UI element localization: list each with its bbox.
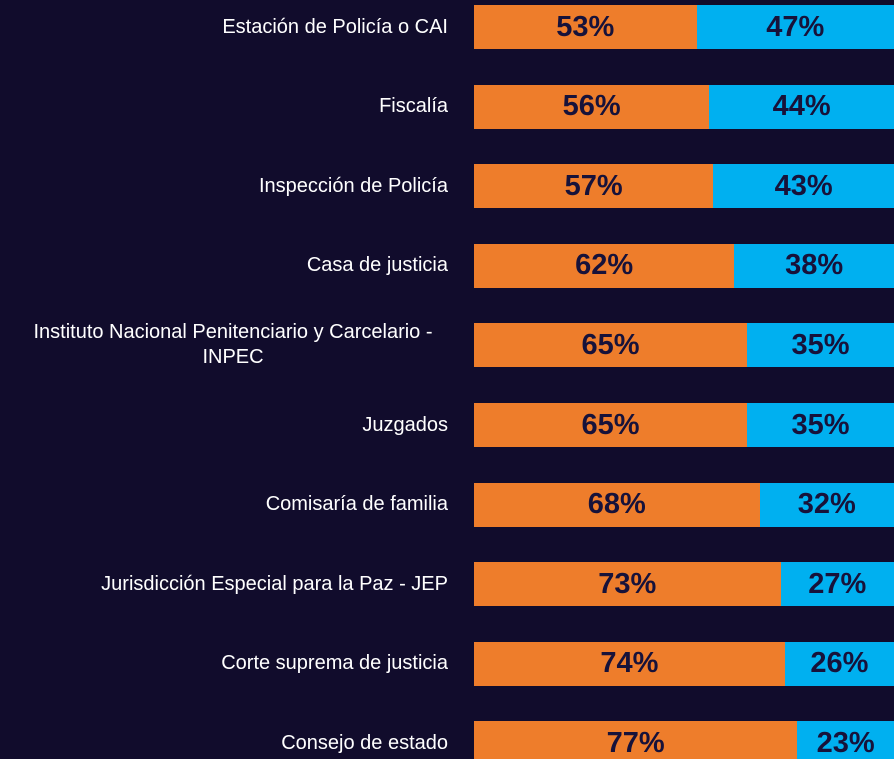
category-label: Consejo de estado <box>0 713 448 759</box>
bar-segment: 26% <box>784 641 894 686</box>
category-label-text: Fiscalía <box>379 95 448 118</box>
value-label: 57% <box>564 169 623 202</box>
category-label: Jurisdicción Especial para la Paz - JEP <box>0 554 448 614</box>
category-label: Comisaría de familia <box>0 475 448 535</box>
bar-segment: 53% <box>474 5 697 49</box>
category-label-text: Instituto Nacional Penitenciario y Carce… <box>33 321 433 369</box>
bar-segment: 77% <box>474 721 798 759</box>
category-label: Corte suprema de justicia <box>0 634 448 694</box>
bar-segment: 44% <box>709 84 894 129</box>
bar-segment: 74% <box>474 641 785 686</box>
bar-segment: 68% <box>474 482 760 527</box>
bar-segment: 73% <box>474 562 781 607</box>
bar-segment: 32% <box>759 482 894 527</box>
value-label: 53% <box>556 10 615 43</box>
category-label-text: Jurisdicción Especial para la Paz - JEP <box>101 572 448 595</box>
category-label: Inspección de Policía <box>0 156 448 216</box>
category-label-text: Juzgados <box>362 413 448 436</box>
value-label: 23% <box>816 726 875 759</box>
category-label-text: Consejo de estado <box>281 731 448 754</box>
value-label: 65% <box>581 328 640 361</box>
value-label: 62% <box>575 249 634 282</box>
value-label: 26% <box>810 647 869 680</box>
category-label: Fiscalía <box>0 77 448 137</box>
category-label-text: Inspección de Policía <box>258 174 448 197</box>
value-label: 74% <box>600 647 659 680</box>
value-label: 68% <box>587 488 646 521</box>
bar-segment: 38% <box>734 243 894 288</box>
category-label-text: Corte suprema de justicia <box>221 652 448 675</box>
category-label-text: Comisaría de familia <box>265 493 448 516</box>
value-label: 43% <box>774 169 833 202</box>
value-label: 38% <box>785 249 844 282</box>
bar-segment: 56% <box>474 84 710 129</box>
bar-segment: 35% <box>747 323 894 368</box>
value-label: 47% <box>766 10 825 43</box>
category-label: Instituto Nacional Penitenciario y Carce… <box>0 315 448 375</box>
value-label: 65% <box>581 408 640 441</box>
value-label: 73% <box>598 567 657 600</box>
bar-segment: 62% <box>474 243 735 288</box>
category-label: Casa de justicia <box>0 236 448 296</box>
bar-segment: 47% <box>696 5 894 49</box>
category-label: Estación de Policía o CAI <box>0 0 448 57</box>
bar-segment: 27% <box>780 562 894 607</box>
value-label: 77% <box>606 726 665 759</box>
bar-segment: 65% <box>474 323 747 368</box>
bar-segment: 57% <box>474 164 714 209</box>
value-label: 27% <box>808 567 867 600</box>
category-label-text: Estación de Policía o CAI <box>222 15 448 38</box>
value-label: 32% <box>797 488 856 521</box>
value-label: 35% <box>791 408 850 441</box>
category-label-text: Casa de justicia <box>306 254 448 277</box>
bar-segment: 43% <box>713 164 894 209</box>
bar-segment: 23% <box>797 721 894 759</box>
bar-segment: 35% <box>747 403 894 447</box>
value-label: 35% <box>791 328 850 361</box>
value-label: 44% <box>772 90 831 123</box>
bar-segment: 65% <box>474 403 747 447</box>
value-label: 56% <box>562 90 621 123</box>
category-label: Juzgados <box>0 395 448 455</box>
